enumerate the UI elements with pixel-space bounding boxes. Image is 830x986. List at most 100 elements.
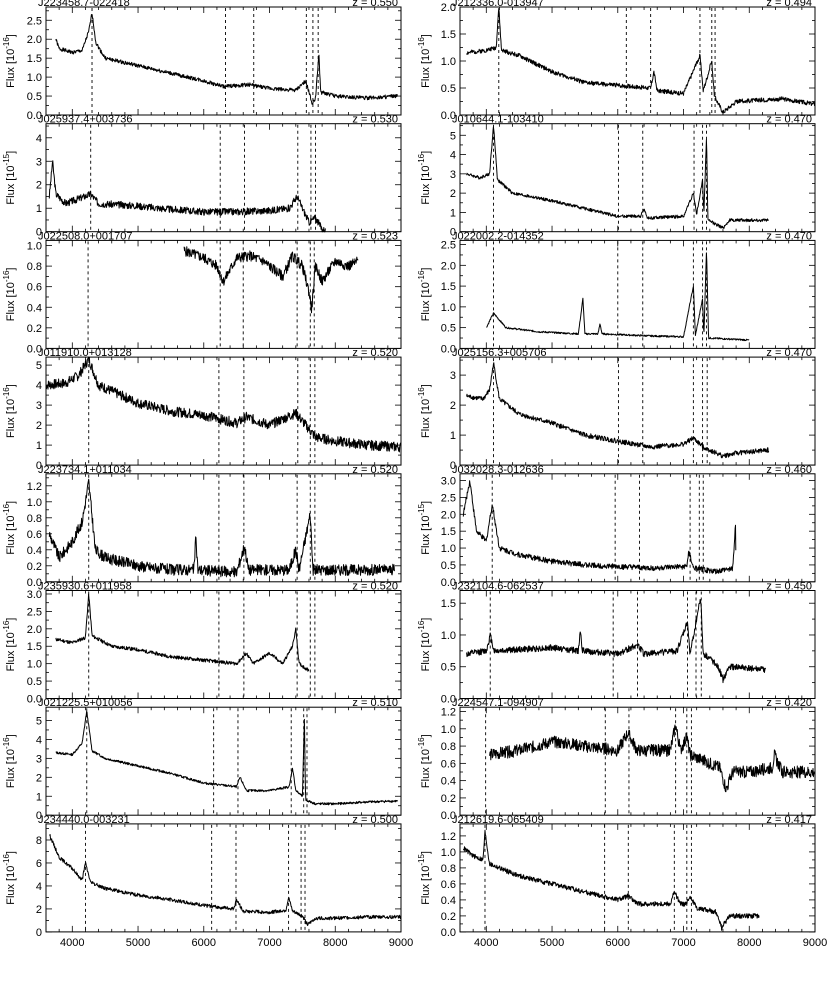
spectrum-panel: J022002.2-014352 z = 0.470 0.0 0.5 1.0 1.5 2.0… [417, 230, 816, 355]
spectrum-line [55, 711, 398, 806]
spectrum-line [48, 478, 395, 578]
y-tick-label: 0.5 [27, 676, 42, 688]
y-tick-label: 0.2 [27, 323, 42, 335]
spectrum-line [462, 480, 737, 575]
y-tick-label: 1.0 [441, 302, 456, 314]
plot-frame [459, 239, 816, 349]
plot-frame [45, 239, 402, 349]
object-name: J232104.6-062537 [452, 581, 544, 593]
spectrum-line [49, 834, 402, 926]
y-tick-label: 1.0 [441, 847, 456, 859]
redshift-label: z = 0.520 [352, 347, 398, 359]
spectrum-panel: J032028.3-012636 z = 0.460 0.0 0.5 1.0 1.5 2.0… [417, 464, 816, 589]
y-tick-label: 1.5 [441, 598, 456, 610]
y-tick-label: 0.0 [441, 927, 456, 939]
y-tick-label: 1.0 [27, 241, 42, 253]
y-tick-label: 1.0 [441, 56, 456, 68]
x-tick-label: 5000 [540, 937, 564, 949]
y-tick-label: 0.4 [27, 545, 42, 557]
y-tick-label: 2 [450, 400, 456, 412]
x-tick-label: 5000 [126, 937, 150, 949]
y-tick-label: 0.5 [441, 560, 456, 572]
y-tick-label: 1.5 [27, 641, 42, 653]
spectrum-line [45, 356, 402, 453]
y-tick-label: 1 [36, 791, 42, 803]
y-tick-label: 2.5 [441, 492, 456, 504]
y-axis-label: Flux [10-16] [2, 851, 17, 905]
plot-frame [459, 590, 816, 699]
redshift-label: z = 0.500 [352, 814, 398, 826]
y-tick-label: 3.0 [27, 589, 42, 601]
redshift-label: z = 0.494 [766, 0, 812, 9]
y-tick-label: 5 [450, 130, 456, 142]
x-tick-label: 9000 [803, 937, 827, 949]
redshift-label: z = 0.470 [766, 230, 812, 242]
y-axis-label: Flux [10-16] [417, 34, 432, 88]
redshift-label: z = 0.417 [766, 814, 812, 826]
y-tick-label: 0.5 [441, 83, 456, 95]
plot-frame [459, 356, 816, 466]
y-tick-label: 3 [450, 370, 456, 382]
redshift-label: z = 0.530 [352, 114, 398, 126]
y-tick-label: 0.4 [27, 302, 42, 314]
spectrum-panel: J234440.0-003231 z = 0.500 4000 5000 6000 700… [2, 814, 413, 949]
plot-frame [459, 473, 816, 583]
y-axis-label: Flux [10-15] [417, 501, 432, 555]
object-name: J032028.3-012636 [452, 464, 544, 476]
plot-frame [45, 356, 402, 466]
y-tick-label: 1.0 [441, 724, 456, 736]
y-tick-label: 0.8 [441, 741, 456, 753]
spectrum-line [489, 724, 816, 793]
y-tick-label: 3 [36, 400, 42, 412]
spectrum-line [466, 599, 767, 684]
y-tick-label: 0.6 [27, 529, 42, 541]
y-tick-label: 3 [36, 753, 42, 765]
y-tick-label: 0.5 [441, 323, 456, 335]
plot-frame [45, 706, 402, 816]
plot-frame [45, 590, 402, 699]
y-tick-label: 1.5 [441, 526, 456, 538]
y-tick-label: 0 [36, 227, 42, 239]
y-tick-label: 2.5 [441, 240, 456, 252]
object-name: J212336.0-013947 [452, 0, 544, 9]
y-axis-label: Flux [10-16] [417, 268, 432, 322]
y-tick-label: 0.0 [27, 343, 42, 355]
y-axis-label: Flux [10-16] [2, 384, 17, 438]
y-tick-label: 0.2 [441, 793, 456, 805]
spectrum-line [466, 8, 816, 114]
x-tick-label: 7000 [671, 937, 695, 949]
y-tick-label: 4 [450, 150, 456, 162]
object-name: J025937.4+003736 [38, 114, 133, 126]
plot-frame [45, 473, 402, 583]
spectrum-panel: J212619.6-065409 z = 0.417 4000 5000 6000 700… [417, 814, 827, 949]
object-name: J021225.5+010056 [38, 697, 133, 709]
y-tick-label: 0 [36, 810, 42, 822]
plot-frame [45, 123, 402, 233]
y-tick-label: 0 [36, 460, 42, 472]
object-name: J224547.1-094907 [452, 697, 544, 709]
x-tick-label: 6000 [606, 937, 630, 949]
y-tick-label: 1.2 [441, 831, 456, 843]
y-tick-label: 0.2 [27, 561, 42, 573]
plot-frame [459, 706, 816, 816]
y-tick-label: 4 [36, 881, 42, 893]
object-name: J011910.0+013128 [38, 347, 132, 359]
y-axis-label: Flux [10-16] [2, 34, 17, 88]
y-tick-label: 0.0 [441, 110, 456, 122]
x-tick-label: 7000 [257, 937, 281, 949]
y-tick-label: 2.0 [441, 260, 456, 272]
plot-frame [459, 823, 816, 933]
y-axis-label: Flux [10-16] [2, 501, 17, 555]
y-tick-label: 2.0 [27, 34, 42, 46]
y-tick-label: 2 [36, 904, 42, 916]
spectrum-panel: J011910.0+013128 z = 0.520 0 1 2 3 4 5 Flux [10-… [2, 347, 402, 472]
y-tick-label: 1 [36, 440, 42, 452]
y-tick-label: 4 [36, 133, 42, 145]
x-tick-label: 4000 [474, 937, 498, 949]
x-tick-label: 4000 [60, 937, 84, 949]
y-axis-label: Flux [10-16] [2, 618, 17, 672]
y-axis-label: Flux [10-15] [417, 851, 432, 905]
y-tick-label: 0.0 [441, 810, 456, 822]
y-tick-label: 0.0 [27, 694, 42, 706]
